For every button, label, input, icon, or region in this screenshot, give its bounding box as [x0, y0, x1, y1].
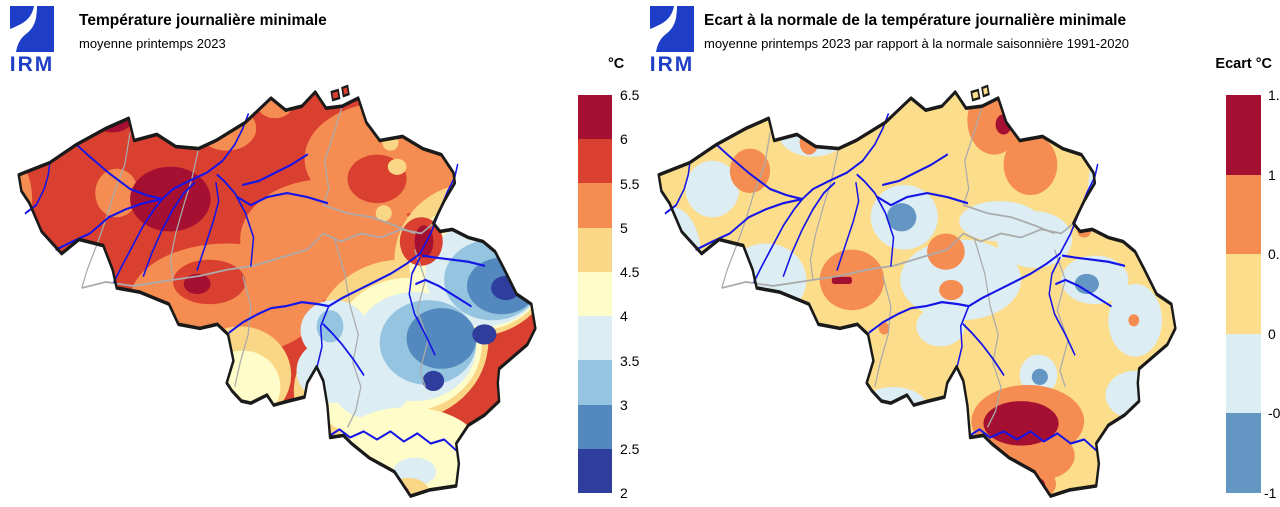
- legend-cell: [578, 271, 612, 317]
- irm-logo-left: IRM: [8, 5, 60, 78]
- irm-logo-right-graphic: IRM: [650, 6, 695, 76]
- right-title: Ecart à la normale de la température jou…: [704, 12, 1127, 29]
- legend-cell: [1226, 174, 1261, 255]
- legend-cell: [578, 360, 612, 405]
- legend-tick: 4: [620, 308, 628, 324]
- legend-cell: [578, 183, 612, 228]
- legend-cell: [578, 448, 612, 493]
- irm-logo-right-text: IRM: [650, 53, 695, 73]
- map-ecart-normale: [656, 84, 1178, 498]
- legend-tick: 0: [1268, 326, 1276, 342]
- legend-tick: 2: [620, 485, 628, 501]
- right-legend-title: Ecart °C: [1215, 56, 1272, 72]
- right-subtitle: moyenne printemps 2023 par rapport à la …: [704, 36, 1129, 51]
- legend-cell: [1226, 95, 1261, 175]
- legend-cell: [1226, 413, 1261, 493]
- baarle-enclaves-right: [970, 84, 990, 102]
- legend-cell: [1226, 333, 1261, 414]
- baarle-enclaves-left: [330, 84, 350, 102]
- legend-tick: 6: [620, 131, 628, 147]
- left-legend-title: °C: [608, 56, 625, 72]
- left-subtitle: moyenne printemps 2023: [79, 36, 226, 51]
- irm-logo-left-graphic: IRM: [10, 6, 55, 76]
- legend-cell: [578, 95, 612, 140]
- legend-tick: 5.5: [620, 176, 640, 192]
- irm-logo-right: IRM: [648, 5, 700, 78]
- legend-tick: 5: [620, 220, 628, 236]
- irm-logo-left-text: IRM: [10, 53, 55, 73]
- legend-tick: 3: [620, 397, 628, 413]
- legend-tick: 1.5: [1268, 87, 1280, 103]
- legend-tick: -1: [1264, 485, 1277, 501]
- legend-cell: [578, 227, 612, 272]
- legend-tick: 3.5: [620, 353, 640, 369]
- legend-cell: [578, 139, 612, 184]
- left-legend-colorbar: [578, 95, 612, 493]
- legend-cell: [578, 316, 612, 361]
- left-title: Température journalière minimale: [79, 12, 327, 29]
- right-legend-colorbar: [1226, 95, 1261, 493]
- legend-cell: [578, 404, 612, 449]
- map-temperature-minimale: [16, 84, 538, 498]
- legend-tick: 2.5: [620, 441, 640, 457]
- legend-tick: 1: [1268, 167, 1276, 183]
- map-left-chimay-yellow: [205, 350, 281, 424]
- legend-cell: [1226, 254, 1261, 334]
- legend-tick: 0.5: [1268, 246, 1280, 262]
- legend-tick: 6.5: [620, 87, 640, 103]
- legend-tick: -0.5: [1268, 405, 1280, 421]
- legend-tick: 4.5: [620, 264, 640, 280]
